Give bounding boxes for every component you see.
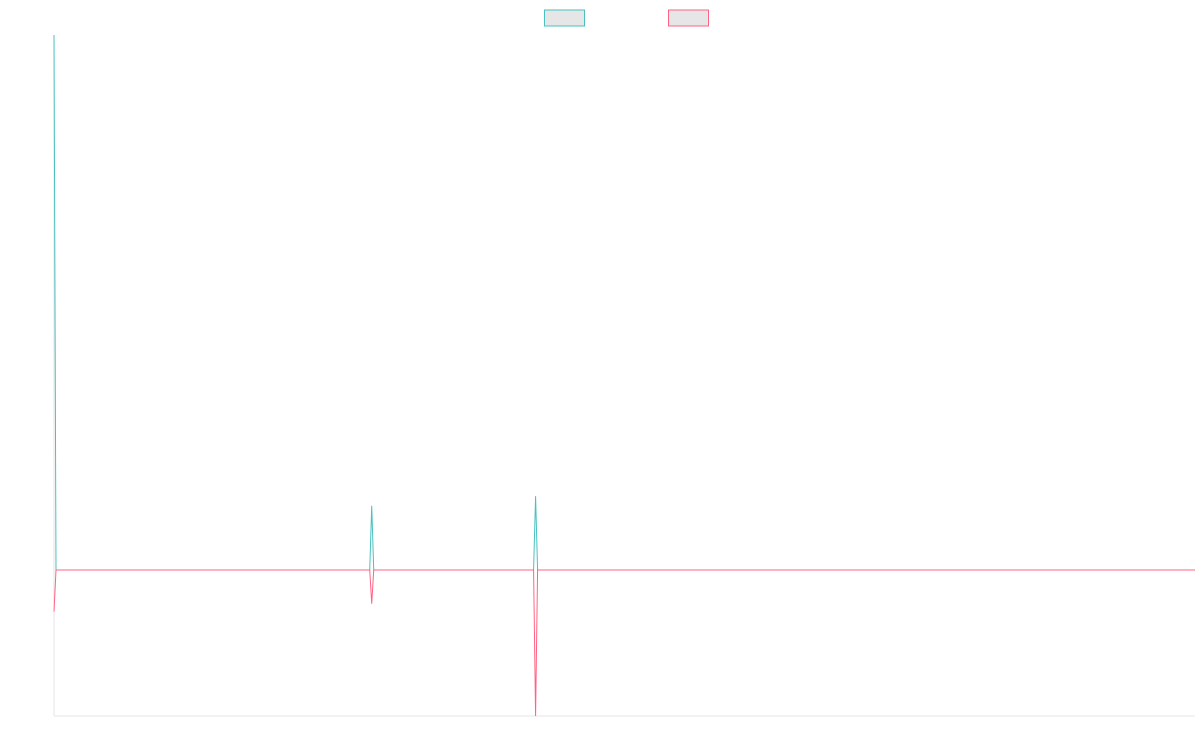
legend xyxy=(544,9,709,27)
series-line-2 xyxy=(53,569,1195,717)
legend-swatch-1[interactable] xyxy=(544,9,585,27)
series-line-1 xyxy=(53,34,1190,571)
legend-swatch-2[interactable] xyxy=(668,9,709,27)
plot-area xyxy=(53,34,1195,717)
